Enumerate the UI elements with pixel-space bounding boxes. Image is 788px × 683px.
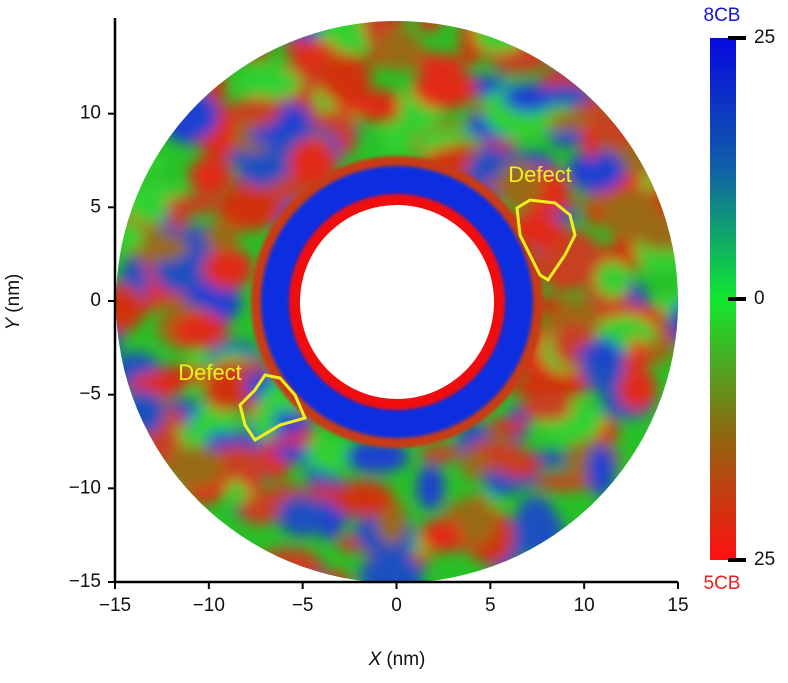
field-blob <box>331 480 394 518</box>
colorbar-tick-label: 25 <box>754 549 775 570</box>
field-blob <box>378 123 414 156</box>
field-blob <box>132 154 169 172</box>
field-blob <box>163 445 226 490</box>
heatmap-field <box>116 21 678 583</box>
x-tick-label: 0 <box>391 595 402 616</box>
field-blob <box>411 66 477 110</box>
colorbar-top-label: 8CB <box>704 5 741 26</box>
field-blob <box>188 156 233 196</box>
field-blob <box>308 484 339 502</box>
field-blob <box>580 122 601 160</box>
x-tick-label: −5 <box>292 595 314 616</box>
field-blob <box>346 440 409 474</box>
y-tick-label: −15 <box>69 571 101 592</box>
y-tick-label: −10 <box>69 477 101 498</box>
x-tick-label: −15 <box>99 595 131 616</box>
field-blob <box>600 190 660 240</box>
field-blob <box>575 345 627 362</box>
x-tick-label: 10 <box>574 595 595 616</box>
field-blob <box>240 43 271 61</box>
x-tick-label: −10 <box>193 595 225 616</box>
field-blob <box>202 247 254 290</box>
field-blob <box>155 89 219 142</box>
field-blob <box>277 495 328 537</box>
field-blob <box>461 450 488 481</box>
field-blob <box>120 390 165 435</box>
field-blob <box>238 490 281 526</box>
y-axis-unit: (nm) <box>3 274 24 313</box>
field-blob <box>203 220 241 252</box>
x-axis-unit: (nm) <box>386 649 425 670</box>
field-blob <box>238 157 291 188</box>
annotation: Defect <box>508 162 572 187</box>
y-tick-label: 5 <box>90 196 101 217</box>
field-blob <box>170 312 229 349</box>
field-blobs <box>116 21 678 583</box>
field-blob <box>647 336 674 363</box>
field-blob <box>496 159 543 210</box>
annotation: Defect <box>178 360 242 385</box>
field-blob <box>283 40 338 58</box>
field-blob <box>456 493 497 547</box>
field-blob <box>238 67 302 100</box>
x-tick-label: 5 <box>485 595 496 616</box>
field-blob <box>306 435 348 472</box>
y-axis-label: Y (nm) <box>3 274 24 331</box>
field-blob <box>538 111 598 132</box>
colorbar-tick-label: 0 <box>754 288 765 309</box>
y-axis-symbol: Y <box>3 316 24 330</box>
field-blob <box>474 21 526 53</box>
field-blob <box>116 283 145 334</box>
field-blob <box>317 52 372 105</box>
defect-outline <box>515 198 577 283</box>
defect-outline <box>238 373 308 443</box>
field-blob <box>216 185 283 231</box>
field-blob <box>517 495 554 533</box>
colorbar-tick-label: 25 <box>754 27 775 48</box>
field-blob <box>669 302 678 344</box>
field-blob <box>502 83 555 113</box>
field-blob <box>486 418 528 436</box>
y-tick-label: 10 <box>80 103 101 124</box>
field-blob <box>419 518 469 553</box>
x-tick-label: 15 <box>667 595 688 616</box>
y-tick-label: −5 <box>79 384 101 405</box>
hole <box>300 205 494 399</box>
field-blob <box>587 444 616 497</box>
field-blob <box>486 30 554 75</box>
field-blob <box>335 98 401 115</box>
x-axis-symbol: X <box>368 649 383 670</box>
field-blob <box>417 21 442 32</box>
field-blob <box>595 260 630 298</box>
colorbar-bottom-label: 5CB <box>704 573 741 594</box>
field-blob <box>358 553 424 583</box>
field-blob <box>376 29 423 72</box>
field-blob <box>617 367 657 412</box>
field-blob <box>519 394 573 422</box>
y-tick-label: 0 <box>90 290 101 311</box>
field-blob <box>231 96 282 125</box>
field-blob <box>567 149 625 193</box>
rings <box>251 156 543 448</box>
field-blob <box>165 194 223 215</box>
field-blob <box>420 444 461 463</box>
x-axis-label: X (nm) <box>368 649 426 670</box>
field-blob <box>416 463 445 511</box>
field-blob <box>203 367 248 412</box>
field-blob <box>658 289 678 315</box>
field-blob <box>117 224 144 250</box>
